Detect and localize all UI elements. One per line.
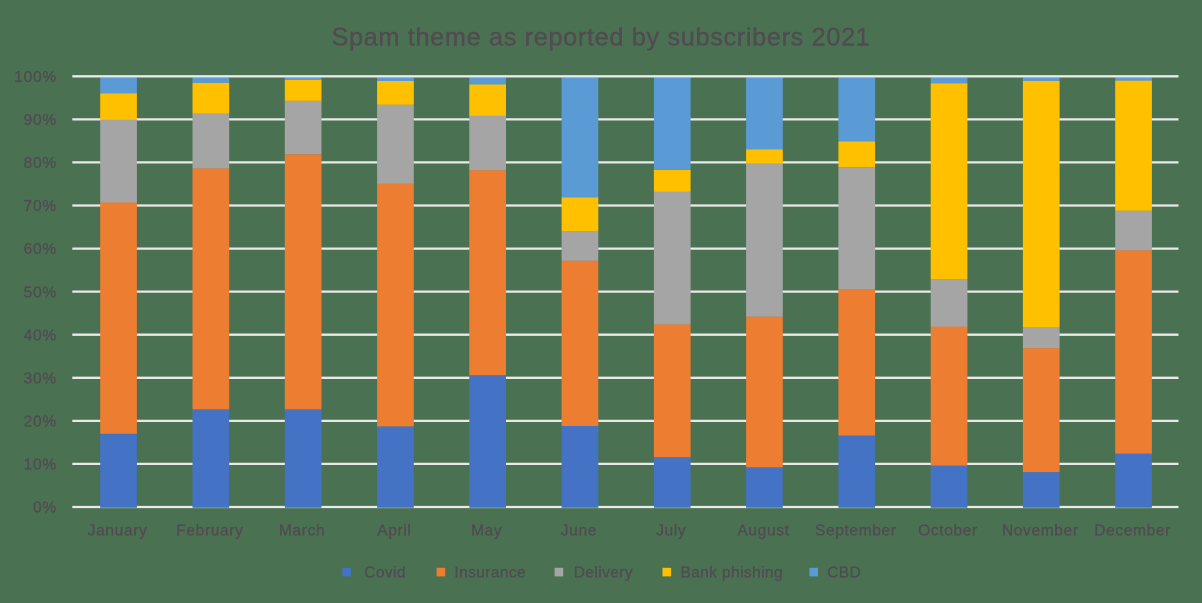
svg-text:July: July [656, 522, 686, 539]
svg-text:30%: 30% [24, 370, 57, 387]
svg-text:Insurance: Insurance [454, 565, 526, 582]
svg-text:April: April [377, 522, 411, 539]
svg-text:CBD: CBD [827, 565, 861, 582]
svg-text:Delivery: Delivery [574, 565, 633, 582]
svg-text:March: March [279, 522, 325, 539]
svg-text:Covid: Covid [364, 565, 406, 582]
svg-text:January: January [88, 522, 148, 539]
svg-text:90%: 90% [24, 112, 57, 129]
svg-text:10%: 10% [24, 457, 57, 474]
svg-text:20%: 20% [24, 414, 57, 431]
svg-text:June: June [561, 522, 597, 539]
svg-text:0%: 0% [33, 500, 57, 517]
svg-text:40%: 40% [24, 327, 57, 344]
svg-text:50%: 50% [24, 284, 57, 301]
svg-text:Bank phishing: Bank phishing [680, 565, 783, 582]
svg-text:February: February [176, 522, 243, 539]
svg-text:September: September [815, 522, 897, 539]
svg-text:August: August [737, 522, 789, 539]
svg-text:November: November [1002, 522, 1079, 539]
svg-text:60%: 60% [24, 241, 57, 258]
svg-text:Spam theme as reported by subs: Spam theme as reported by subscribers 20… [331, 23, 870, 51]
svg-text:May: May [471, 522, 502, 539]
svg-text:December: December [1094, 522, 1171, 539]
svg-text:October: October [918, 522, 978, 539]
svg-text:100%: 100% [14, 69, 57, 86]
svg-text:80%: 80% [24, 155, 57, 172]
svg-text:70%: 70% [24, 198, 57, 215]
